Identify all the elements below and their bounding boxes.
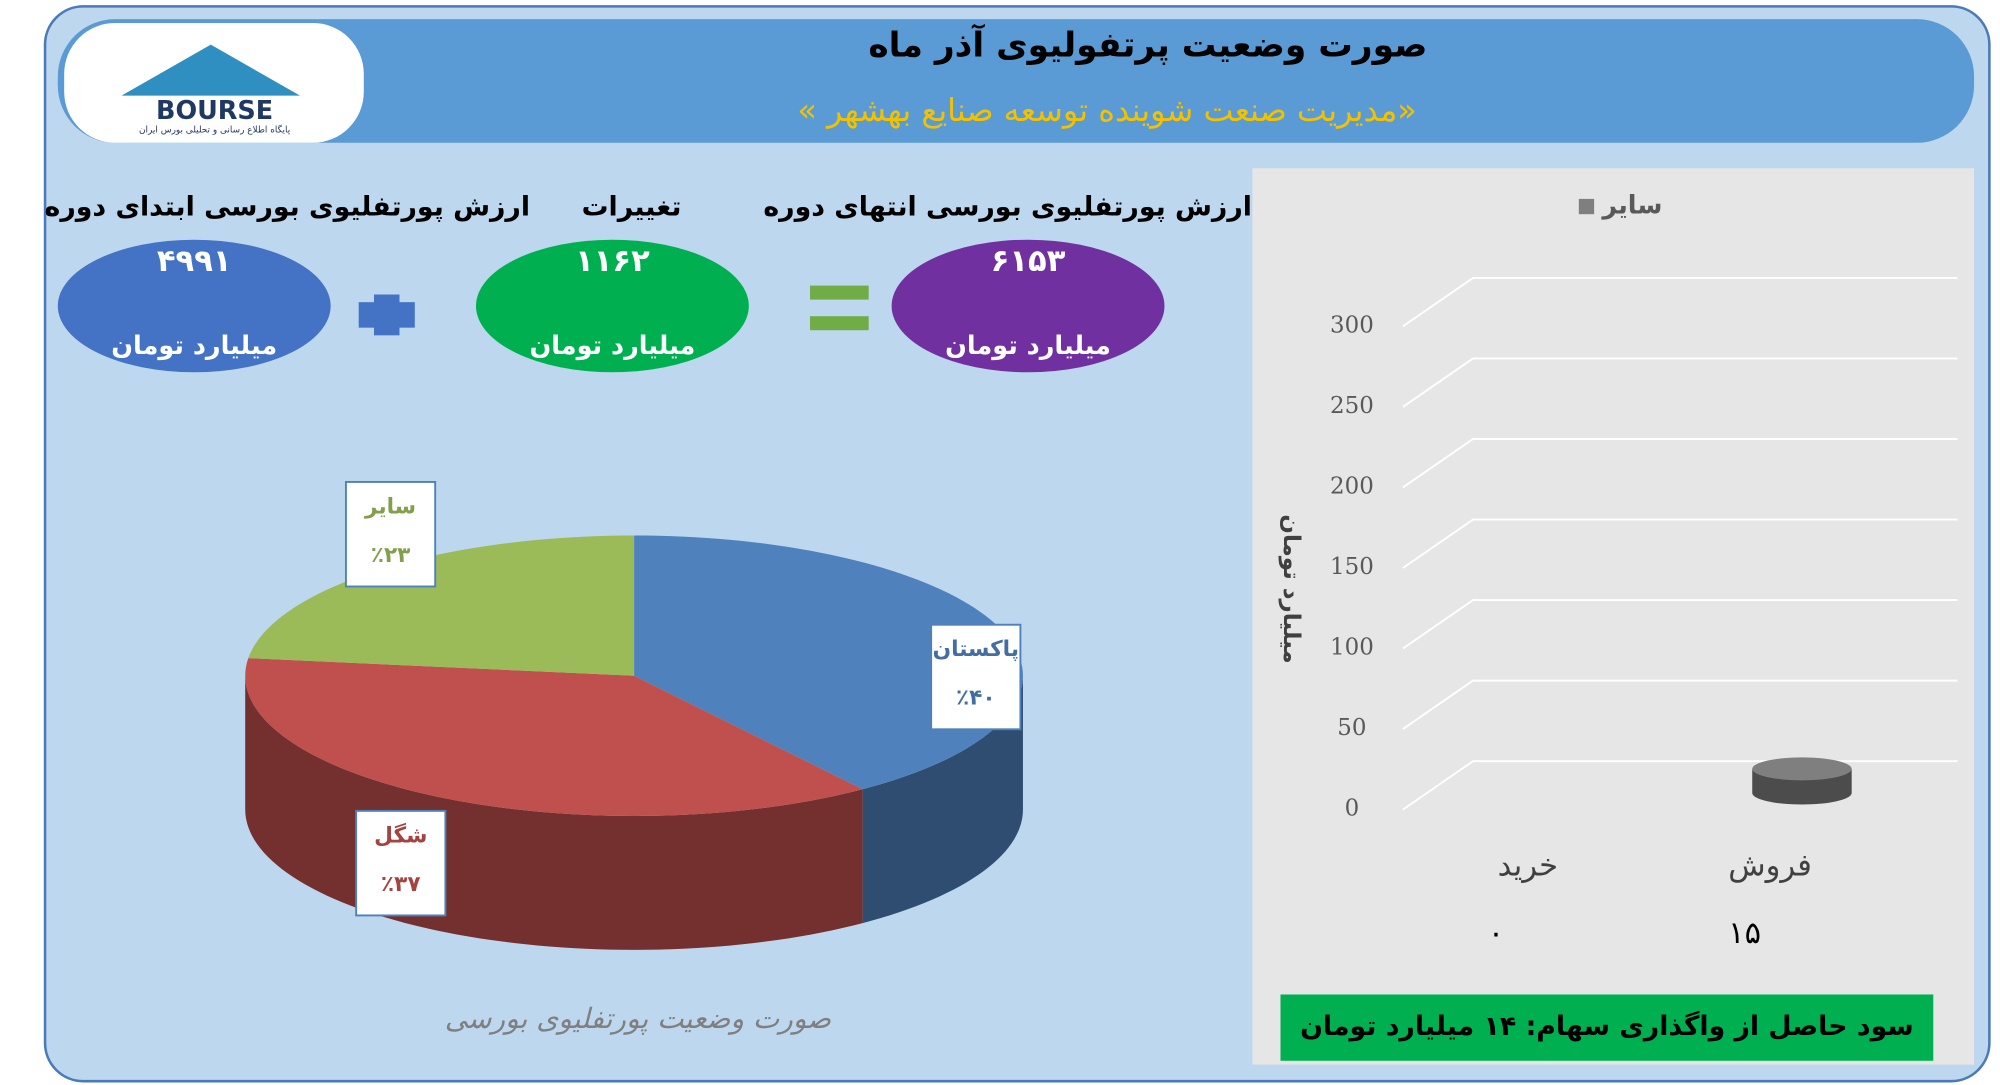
grid-line — [1402, 518, 1958, 569]
footer-text: سود حاصل از واگذاری سهام: ۱۴ میلیارد توم… — [1300, 1010, 1914, 1042]
y-tick-label: 300 — [1330, 312, 1374, 338]
y-tick-label: 0 — [1345, 796, 1360, 822]
pie-value-label: ٪۳۷ — [381, 872, 421, 897]
legend-label: سایر — [1600, 191, 1662, 221]
value-label: ۱۵ — [1728, 916, 1761, 951]
pie-label: سایر — [364, 494, 416, 519]
summary-unit: میلیارد تومان — [111, 331, 277, 361]
logo-mark — [121, 44, 301, 96]
pie-slice — [634, 535, 1023, 790]
pie-label-box — [355, 809, 447, 917]
pie-slice-side — [862, 675, 1023, 924]
equals-sign — [810, 285, 869, 300]
x-tick-label: فروش — [1728, 848, 1812, 883]
summary-oval — [57, 239, 331, 373]
grid-line — [1402, 679, 1958, 730]
summary-oval — [475, 239, 749, 373]
grid-line — [1402, 599, 1958, 650]
pie-label-box — [344, 480, 437, 588]
y-tick-label: 50 — [1337, 715, 1366, 741]
summary-unit: میلیارد تومان — [529, 331, 695, 361]
plus-sign — [358, 302, 415, 328]
summary-value: ۶۱۵۳ — [991, 244, 1066, 279]
summary-label: تغییرات — [582, 191, 682, 222]
legend-swatch — [1578, 198, 1595, 215]
pie-slice — [245, 658, 863, 816]
pie-label: شگل — [374, 822, 427, 848]
grid-line — [1402, 276, 1958, 328]
x-tick-label: خرید — [1498, 848, 1558, 883]
grid-line — [1402, 438, 1958, 489]
y-tick-label: 150 — [1330, 554, 1374, 580]
value-label: ۰ — [1488, 916, 1504, 951]
pie-slice — [248, 535, 635, 676]
y-tick-label: 100 — [1330, 635, 1374, 661]
y-tick-label: 200 — [1330, 473, 1374, 499]
y-tick-label: 250 — [1330, 393, 1374, 419]
summary-label: ارزش پورتفلیوی بورسی ابتدای دوره — [45, 191, 530, 222]
pie-title: صورت وضعیت پورتفلیوی بورسی — [445, 1002, 832, 1035]
summary-unit: میلیارد تومان — [945, 331, 1111, 361]
footer-box — [1280, 994, 1934, 1061]
equals-sign — [810, 316, 869, 331]
bar — [1752, 757, 1852, 805]
pie-label-box — [930, 623, 1022, 731]
summary-oval — [891, 239, 1165, 373]
pie-value-label: ٪۴۰ — [956, 686, 996, 711]
logo-caption: پایگاه اطلاع رسانی و تحلیلی بورس ایران — [139, 125, 291, 136]
subtitle: «مدیریت صنعت شوینده توسعه صنایع بهشهر » — [797, 91, 1416, 129]
header-band — [57, 19, 1975, 143]
summary-value: ۴۹۹۱ — [157, 244, 232, 279]
summary-value: ۱۱۶۲ — [575, 244, 650, 279]
pie-label: پاکستان — [933, 637, 1019, 662]
bar-panel — [1252, 168, 1975, 1065]
pie-value-label: ٪۲۳ — [371, 543, 411, 568]
logo-text: BOURSE — [156, 96, 273, 126]
title: صورت وضعیت پرتفولیوی آذر ماه — [868, 24, 1427, 66]
summary-label: ارزش پورتفلیوی بورسی انتهای دوره — [763, 191, 1252, 222]
y-axis-label: میلیارد تومان — [1278, 514, 1304, 663]
grid-line — [1402, 357, 1958, 408]
bar-top — [1752, 757, 1852, 781]
